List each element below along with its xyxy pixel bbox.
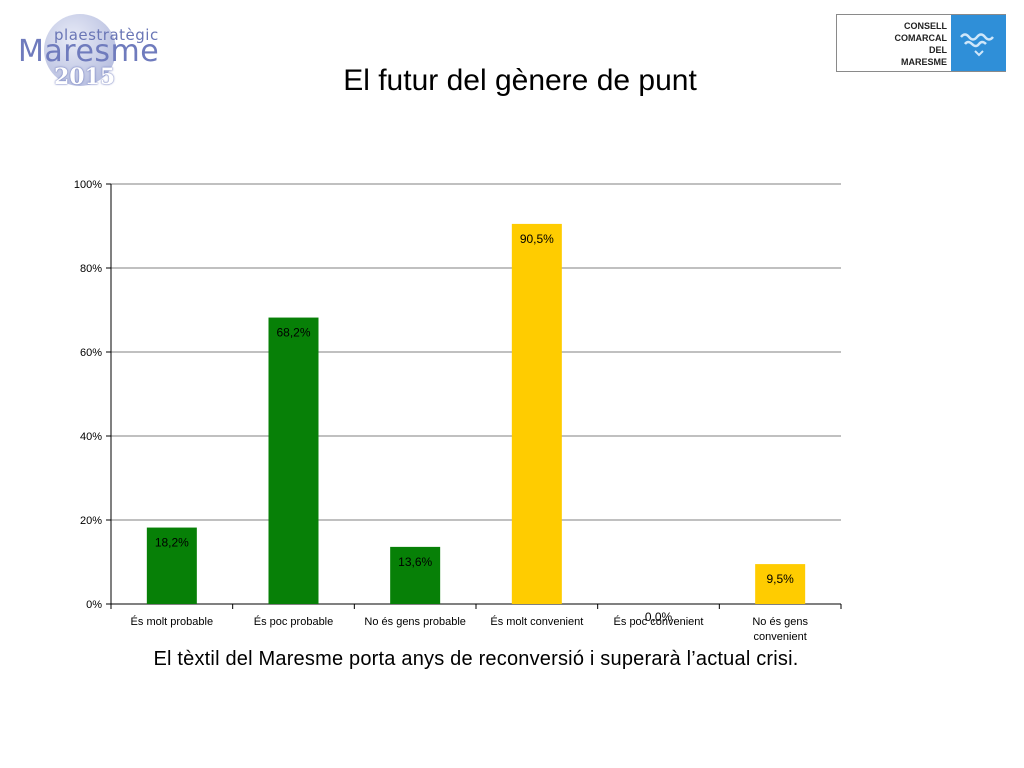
- y-tick-label: 80%: [80, 263, 102, 275]
- x-tick-label: convenient: [754, 631, 807, 643]
- data-label: 13,6%: [398, 555, 432, 569]
- y-tick-label: 0%: [86, 599, 102, 611]
- x-tick-label: És molt convenient: [490, 615, 583, 628]
- council-line-3: DEL: [929, 45, 947, 55]
- y-tick-label: 100%: [74, 179, 102, 191]
- council-line-1: CONSELL: [903, 21, 947, 31]
- council-badge: [951, 15, 1006, 71]
- data-label: 90,5%: [520, 232, 554, 246]
- x-tick-label: No és gens: [752, 616, 808, 628]
- bar: [268, 317, 319, 604]
- data-label: 0,0%: [645, 610, 673, 624]
- consell-comarcal-logo: CONSELL COMARCAL DEL MARESME: [836, 14, 1006, 72]
- x-tick-label: És poc convenient: [614, 615, 704, 628]
- logo-main-word: Maresme: [18, 34, 160, 69]
- council-line-2: COMARCAL: [894, 33, 948, 43]
- wave-icon: [960, 33, 994, 57]
- y-tick-label: 20%: [80, 515, 102, 527]
- council-line-4: MARESME: [900, 57, 947, 67]
- y-tick-label: 40%: [80, 431, 102, 443]
- logo-disc: [44, 14, 116, 86]
- logo-year: 2015: [54, 64, 116, 90]
- logo-top-word: plaestratègic: [54, 26, 159, 44]
- data-label: 18,2%: [155, 536, 189, 550]
- caption: El tèxtil del Maresme porta anys de reco…: [153, 648, 799, 670]
- data-label: 68,2%: [276, 326, 310, 340]
- bar: [755, 564, 806, 604]
- bar: [511, 223, 562, 604]
- data-label: 9,5%: [766, 572, 794, 586]
- council-words: CONSELL COMARCAL DEL MARESME: [877, 20, 948, 68]
- y-tick-label: 60%: [80, 347, 102, 359]
- bar: [146, 527, 197, 604]
- x-tick-label: És molt probable: [131, 615, 214, 628]
- x-tick-label: És poc probable: [254, 615, 334, 628]
- page-title: El futur del gènere de punt: [343, 64, 697, 97]
- bar: [390, 546, 441, 604]
- x-tick-label: No és gens probable: [364, 616, 466, 628]
- plaestrategic-logo: plaestratègic Maresme 2015: [14, 12, 159, 92]
